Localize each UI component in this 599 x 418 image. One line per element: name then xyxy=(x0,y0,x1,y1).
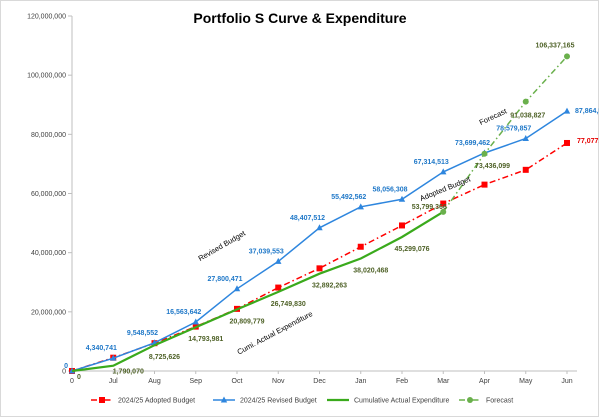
x-tick-label: Nov xyxy=(272,378,285,385)
data-label: 26,749,830 xyxy=(271,301,306,308)
data-label: 106,337,165 xyxy=(536,42,575,49)
y-tick-label: 0 xyxy=(62,369,66,376)
legend-marker xyxy=(99,397,105,403)
data-label: 20,809,779 xyxy=(229,318,264,325)
data-label: 37,039,553 xyxy=(249,248,284,255)
curve-annotation: Revised Budget xyxy=(197,228,248,263)
data-label: 9,548,552 xyxy=(127,330,158,337)
data-label: 67,314,513 xyxy=(414,159,449,166)
legend-marker xyxy=(467,397,473,403)
curve-annotation: Forecast xyxy=(478,106,509,127)
data-label: 38,020,468 xyxy=(353,268,388,275)
legend-label: 2024/25 Revised Budget xyxy=(240,398,317,405)
forecast-marker xyxy=(440,208,447,215)
data-label: 27,800,471 xyxy=(207,276,242,283)
legend: 2024/25 Adopted Budget 2024/25 Revised Bu… xyxy=(91,396,513,405)
x-tick-label: May xyxy=(519,378,533,385)
data-label: 73,699,462 xyxy=(455,140,490,147)
forecast-marker xyxy=(481,150,488,157)
curve-annotation: Adopted Budget xyxy=(418,174,472,203)
y-tick-label: 20,000,000 xyxy=(31,309,66,316)
series-line-3 xyxy=(442,55,568,213)
series-line-2 xyxy=(71,210,444,373)
x-tick-label: Oct xyxy=(232,378,243,385)
x-tick-label: Jan xyxy=(355,378,366,385)
data-label: 78,579,857 xyxy=(496,126,531,133)
adopted-budget-marker xyxy=(440,200,447,207)
x-tick-label: Jul xyxy=(109,378,118,385)
adopted-budget-marker xyxy=(564,139,570,146)
forecast-marker xyxy=(522,98,529,105)
x-tick-label: Mar xyxy=(437,378,450,385)
x-tick-label: Apr xyxy=(479,378,491,385)
y-tick-label: 40,000,000 xyxy=(31,250,66,257)
data-label: 77,077,618 xyxy=(577,138,599,145)
x-tick-label: Jun xyxy=(561,378,572,385)
revised-budget-marker xyxy=(233,285,241,292)
legend-marker xyxy=(220,396,228,403)
revised-budget-marker xyxy=(522,135,529,142)
legend-label: 2024/25 Adopted Budget xyxy=(118,398,195,405)
adopted-budget-marker xyxy=(399,222,405,229)
data-label: 1,790,070 xyxy=(113,369,144,376)
x-tick-label: Sep xyxy=(190,378,203,385)
data-label: 58,056,308 xyxy=(372,186,407,193)
revised-budget-marker xyxy=(275,257,282,264)
data-label: 32,892,263 xyxy=(312,283,347,290)
revised-budget-marker xyxy=(398,195,406,202)
data-label: 16,563,642 xyxy=(166,309,201,316)
data-label: 45,299,076 xyxy=(394,246,429,253)
revised-budget-marker xyxy=(440,168,447,175)
data-label: 14,793,981 xyxy=(188,336,223,343)
revised-budget-marker xyxy=(563,107,571,114)
data-label: 0 xyxy=(77,374,81,381)
data-label: 53,799,366 xyxy=(412,204,447,211)
data-label: 73,436,099 xyxy=(475,163,510,170)
x-tick-label: 0 xyxy=(70,378,74,385)
data-label: 48,407,512 xyxy=(290,215,325,222)
x-tick-label: Feb xyxy=(396,378,408,385)
revised-budget-marker xyxy=(316,224,323,231)
data-label: 87,864,539 xyxy=(575,108,599,115)
data-labels: 77,077,618 0 4,340,741 9,548,552 16,563,642 2… xyxy=(64,42,599,381)
axes: 0 20,000,000 40,000,000 60,000,000 80,000,00… xyxy=(27,14,577,385)
legend-label: Forecast xyxy=(486,398,513,405)
adopted-budget-marker xyxy=(357,243,364,250)
y-tick-label: 60,000,000 xyxy=(31,191,66,198)
data-label: 8,725,626 xyxy=(149,354,180,361)
y-tick-label: 100,000,000 xyxy=(27,73,66,80)
data-label: 4,340,741 xyxy=(86,345,117,352)
adopted-budget-marker xyxy=(481,181,488,188)
revised-budget-marker xyxy=(110,354,117,361)
adopted-budget-marker xyxy=(522,166,529,173)
x-tick-label: Aug xyxy=(148,378,161,385)
x-tick-label: Dec xyxy=(313,378,326,385)
adopted-budget-marker xyxy=(316,265,323,272)
y-tick-label: 80,000,000 xyxy=(31,132,66,139)
revised-budget-marker xyxy=(192,318,199,325)
y-tick-label: 120,000,000 xyxy=(27,14,66,21)
adopted-budget-marker xyxy=(275,284,282,291)
data-label: 91,038,827 xyxy=(510,113,545,120)
forecast-marker xyxy=(564,53,570,60)
curve-annotation: Cumi. Actual Expenditure xyxy=(236,309,315,356)
data-label: 0 xyxy=(64,363,68,370)
series-layer xyxy=(68,53,571,374)
data-label: 55,492,562 xyxy=(331,194,366,201)
legend-label: Cumulative Actual Expenditure xyxy=(354,398,449,405)
chart-title: Portfolio S Curve & Expenditure xyxy=(193,10,406,26)
revised-budget-marker xyxy=(357,203,364,210)
